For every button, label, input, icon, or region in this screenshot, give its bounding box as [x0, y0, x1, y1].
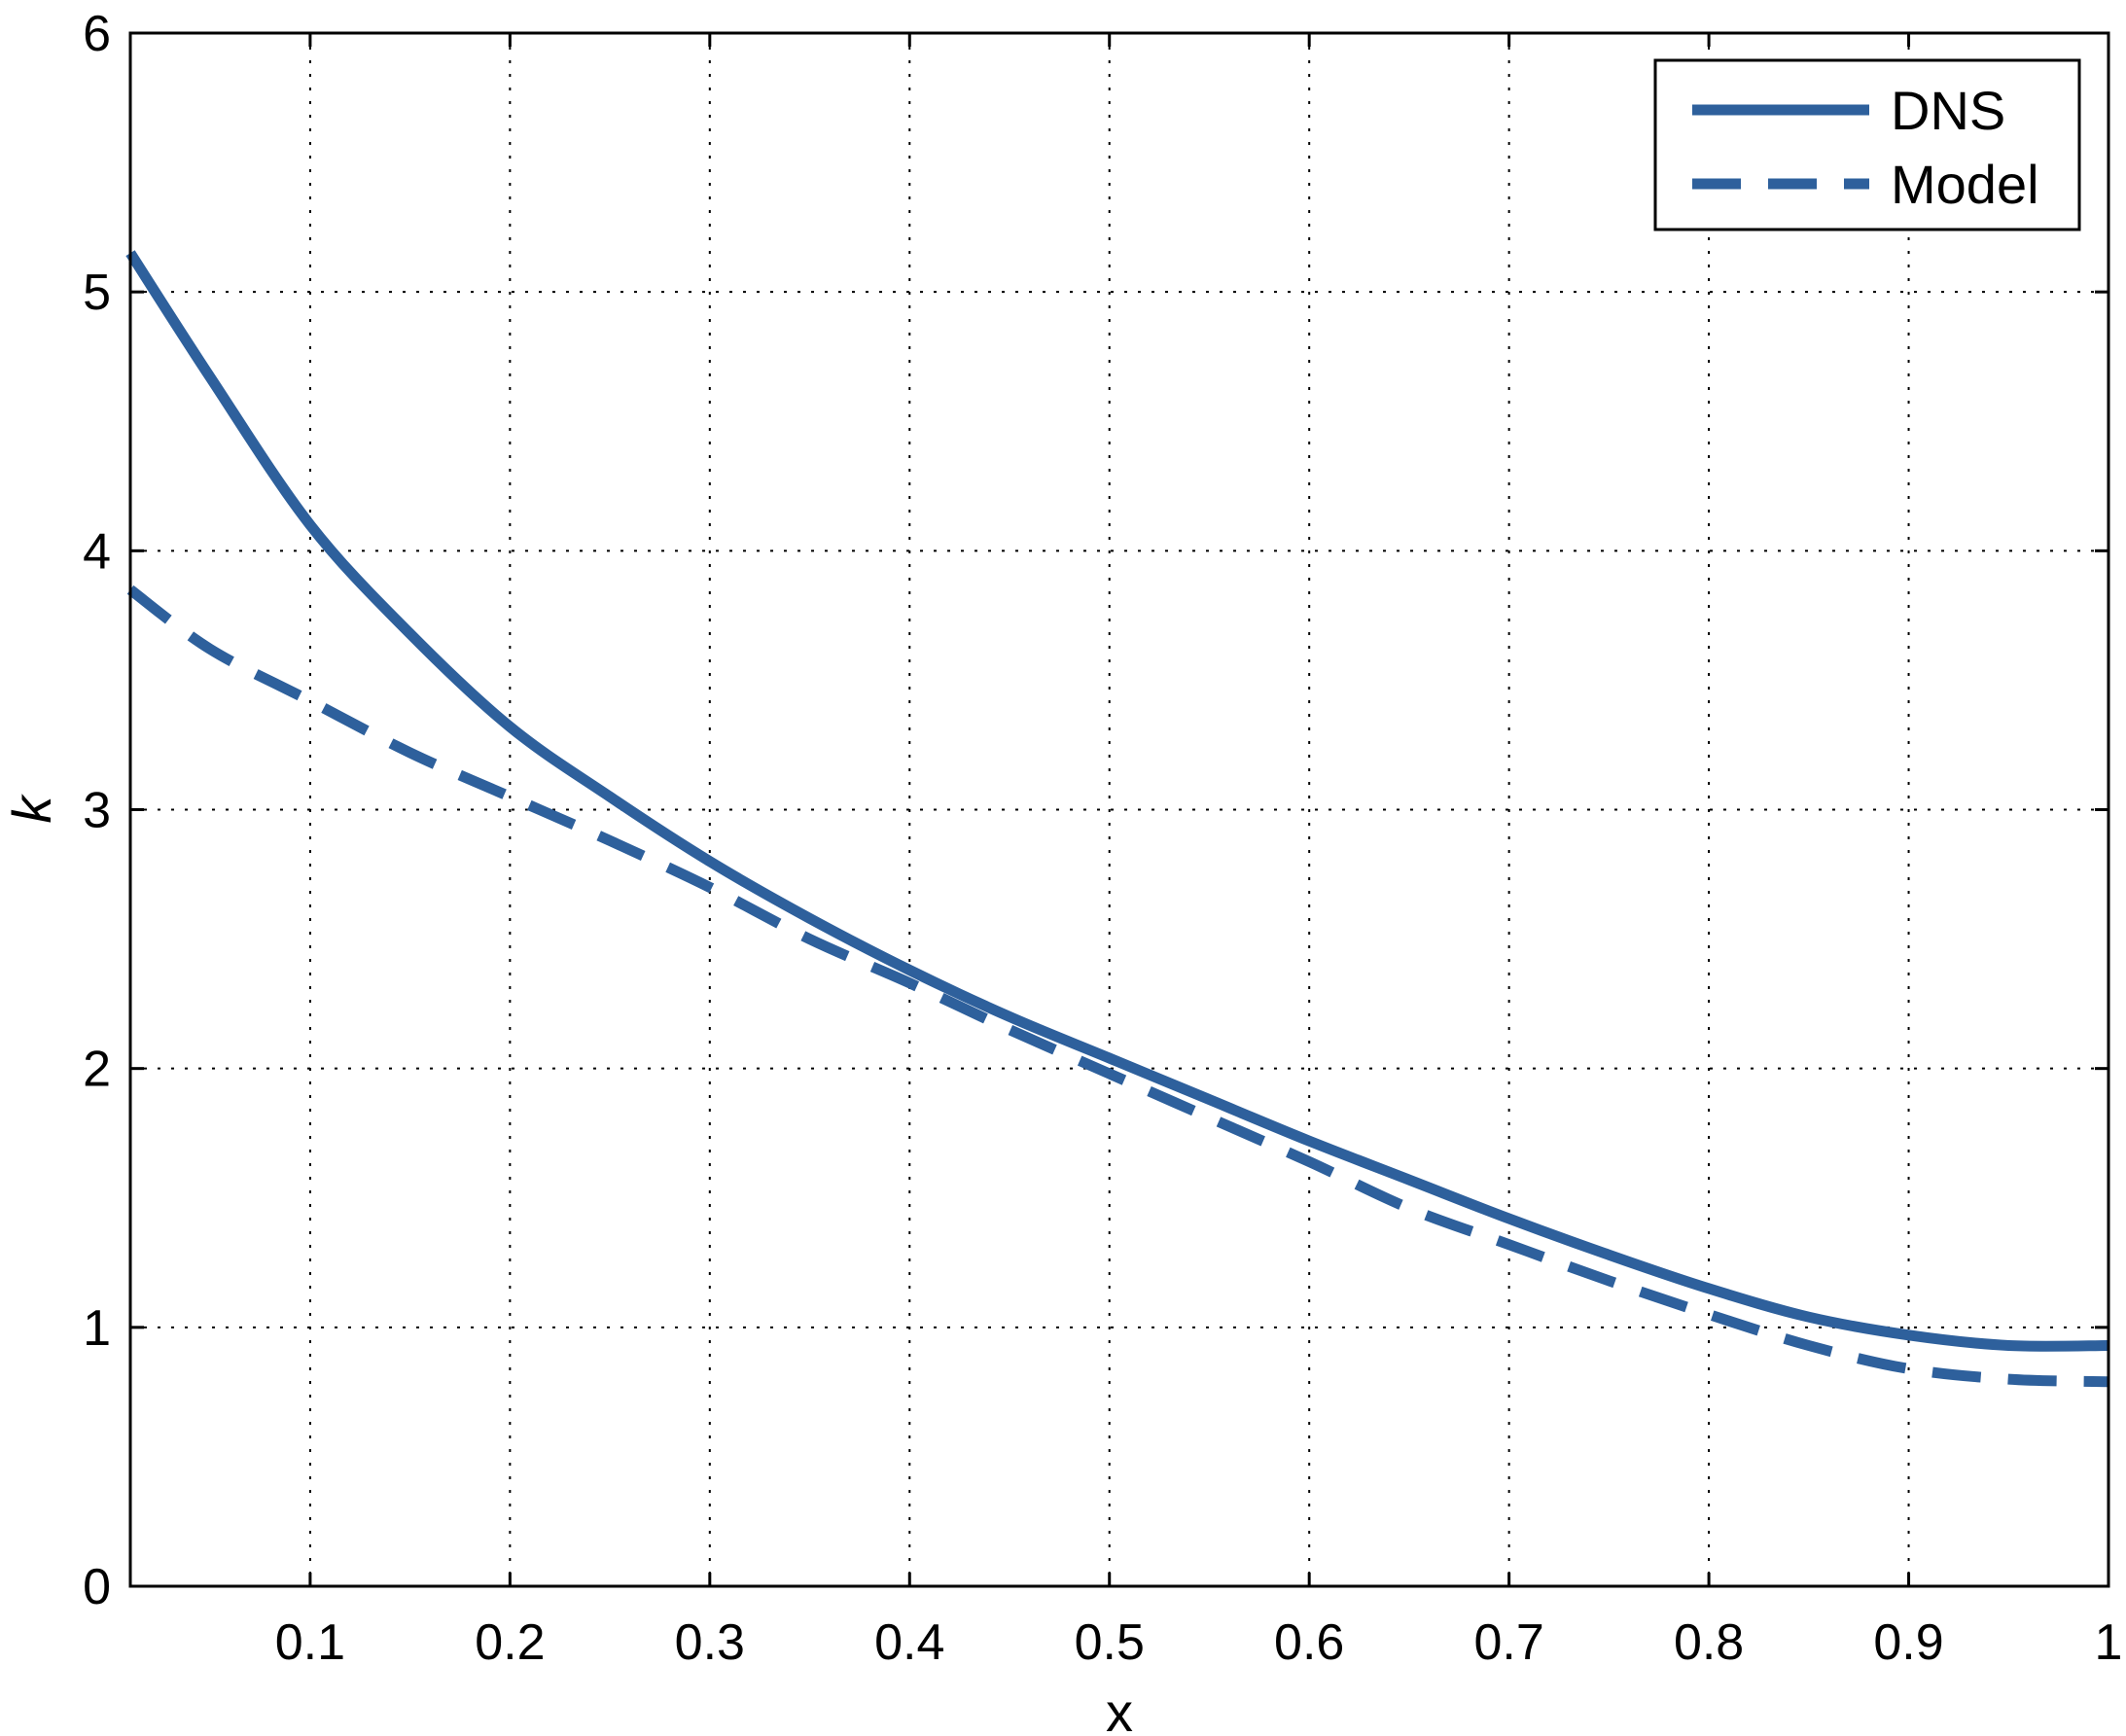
x-axis-title: x [1106, 1682, 1133, 1736]
series-layer [125, 250, 2109, 1388]
legend-label-dns: DNS [1891, 80, 2005, 141]
y-tick-label: 0 [83, 1559, 111, 1615]
tick-layer [130, 31, 2110, 1588]
y-tick-label: 1 [83, 1300, 111, 1357]
x-tick-label: 0.4 [874, 1614, 944, 1671]
y-tick-label: 4 [83, 523, 111, 580]
grid-layer [130, 33, 2108, 1586]
x-tick-label: 1 [2095, 1614, 2123, 1671]
legend-label-model: Model [1891, 154, 2039, 215]
legend-box [1653, 58, 2081, 231]
y-tick-label: 6 [83, 6, 111, 62]
y-tick-label: 3 [83, 783, 111, 839]
x-tick-label: 0.8 [1674, 1614, 1744, 1671]
y-tick-label: 2 [83, 1042, 111, 1098]
series-line-model [126, 585, 2109, 1388]
x-tick-label: 0.1 [275, 1614, 345, 1671]
x-tick-label: 0.2 [475, 1614, 545, 1671]
y-axis-title: k [1, 794, 62, 824]
plot-frame [128, 31, 2110, 1588]
legend: DNS Model [1653, 58, 2081, 231]
x-tick-label: 0.7 [1473, 1614, 1543, 1671]
x-tick-label: 0.6 [1274, 1614, 1344, 1671]
x-tick-label: 0.5 [1075, 1614, 1145, 1671]
x-tick-label: 0.3 [675, 1614, 745, 1671]
series-line-dns [125, 250, 2109, 1352]
x-tick-label: 0.9 [1873, 1614, 1943, 1671]
tick-label-layer: 0.1 0.2 0.3 0.4 0.5 0.6 0.7 0.8 0.9 1 0 1 2 3 4 5 6 [83, 6, 2122, 1671]
y-tick-label: 5 [83, 265, 111, 321]
